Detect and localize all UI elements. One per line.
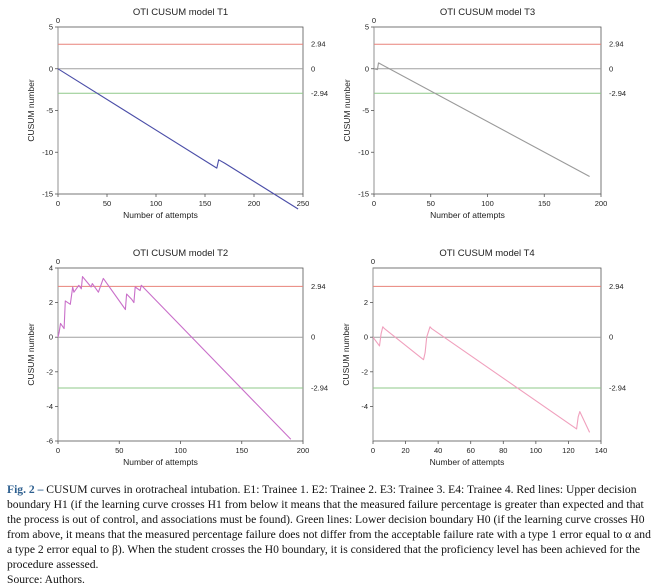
x-tick-label: 0 (372, 199, 376, 208)
reference-line-label: 2.94 (609, 40, 624, 49)
y-axis-label: CUSUM number (342, 79, 352, 142)
y-tick-label: 0 (49, 333, 53, 342)
top-axis-label: 0 (56, 16, 60, 25)
y-tick-label: -15 (358, 190, 369, 199)
x-axis-label: Number of attempts (123, 210, 198, 220)
y-tick-label: -6 (46, 437, 53, 446)
plot-frame (57, 267, 304, 442)
y-tick-label: -5 (46, 106, 53, 115)
reference-line-label: -2.94 (609, 89, 626, 98)
chart-panel-1: OTI CUSUM model T102.940-2.9450-5-10-150… (26, 7, 328, 220)
y-tick-label: -10 (358, 148, 369, 157)
x-tick-label: 50 (115, 446, 123, 455)
cusum-charts-figure: OTI CUSUM model T102.940-2.9450-5-10-150… (26, 7, 626, 467)
y-tick-label: -2 (361, 367, 368, 376)
y-tick-label: -15 (42, 190, 53, 199)
x-tick-label: 0 (56, 199, 60, 208)
plot-frame (372, 267, 602, 442)
y-axis-label: CUSUM number (26, 79, 36, 142)
reference-line-label: 2.94 (311, 40, 326, 49)
reference-line-label: -2.94 (609, 384, 626, 393)
x-tick-label: 100 (150, 199, 163, 208)
caption-source: Source: Authors. (7, 573, 85, 586)
y-tick-label: -10 (42, 148, 53, 157)
x-tick-label: 40 (434, 446, 442, 455)
chart-title: OTI CUSUM model T4 (439, 248, 534, 259)
figure-caption: Fig. 2 – CUSUM curves in orotracheal int… (7, 482, 657, 587)
x-tick-label: 150 (235, 446, 248, 455)
x-tick-label: 20 (401, 446, 409, 455)
x-tick-label: 250 (297, 199, 310, 208)
cusum-series-line (373, 62, 590, 177)
reference-line-label: -2.94 (311, 89, 328, 98)
chart-title: OTI CUSUM model T1 (133, 7, 228, 18)
x-tick-label: 0 (371, 446, 375, 455)
y-tick-label: 2 (49, 298, 53, 307)
y-tick-label: 0 (365, 64, 369, 73)
x-tick-label: 100 (530, 446, 543, 455)
plot-frame (57, 26, 304, 195)
reference-line-label: 0 (311, 64, 315, 73)
reference-line-label: 0 (609, 333, 613, 342)
cusum-series-line (57, 276, 292, 440)
y-tick-label: 0 (364, 333, 368, 342)
reference-line-label: 0 (311, 333, 315, 342)
y-tick-label: -2 (46, 367, 53, 376)
x-tick-label: 200 (595, 199, 608, 208)
y-tick-label: 5 (49, 23, 53, 32)
top-axis-label: 0 (372, 16, 376, 25)
y-tick-label: 0 (49, 64, 53, 73)
chart-panel-2: OTI CUSUM model T302.940-2.9450-5-10-150… (342, 7, 626, 220)
chart-title: OTI CUSUM model T2 (133, 248, 228, 259)
x-tick-label: 100 (174, 446, 187, 455)
x-tick-label: 140 (595, 446, 608, 455)
x-tick-label: 120 (562, 446, 575, 455)
x-tick-label: 150 (538, 199, 551, 208)
reference-line-label: 2.94 (311, 282, 326, 291)
y-axis-label: CUSUM number (26, 323, 36, 386)
chart-title: OTI CUSUM model T3 (440, 7, 535, 18)
x-tick-label: 200 (248, 199, 261, 208)
x-tick-label: 100 (481, 199, 494, 208)
x-tick-label: 50 (427, 199, 435, 208)
x-tick-label: 0 (56, 446, 60, 455)
reference-line-label: 2.94 (609, 282, 624, 291)
x-tick-label: 50 (103, 199, 111, 208)
y-tick-label: 2 (364, 298, 368, 307)
x-axis-label: Number of attempts (430, 210, 505, 220)
x-axis-label: Number of attempts (123, 457, 198, 467)
x-tick-label: 60 (467, 446, 475, 455)
x-axis-label: Number of attempts (430, 457, 505, 467)
top-axis-label: 0 (371, 257, 375, 266)
y-axis-label: CUSUM number (341, 323, 351, 386)
cusum-series-line (372, 326, 591, 433)
y-tick-label: -4 (46, 402, 53, 411)
y-tick-label: -4 (361, 402, 368, 411)
y-tick-label: 4 (49, 264, 53, 273)
caption-text: CUSUM curves in orotracheal intubation. … (7, 483, 651, 571)
x-tick-label: 200 (297, 446, 310, 455)
reference-line-label: 0 (609, 64, 613, 73)
cusum-series-line (57, 68, 299, 210)
y-tick-label: -5 (362, 106, 369, 115)
top-axis-label: 0 (56, 257, 60, 266)
figure-label: Fig. 2 – (7, 483, 44, 496)
y-tick-label: 5 (365, 23, 369, 32)
reference-line-label: -2.94 (311, 384, 328, 393)
x-tick-label: 80 (499, 446, 507, 455)
plot-frame (373, 26, 602, 195)
x-tick-label: 150 (199, 199, 212, 208)
